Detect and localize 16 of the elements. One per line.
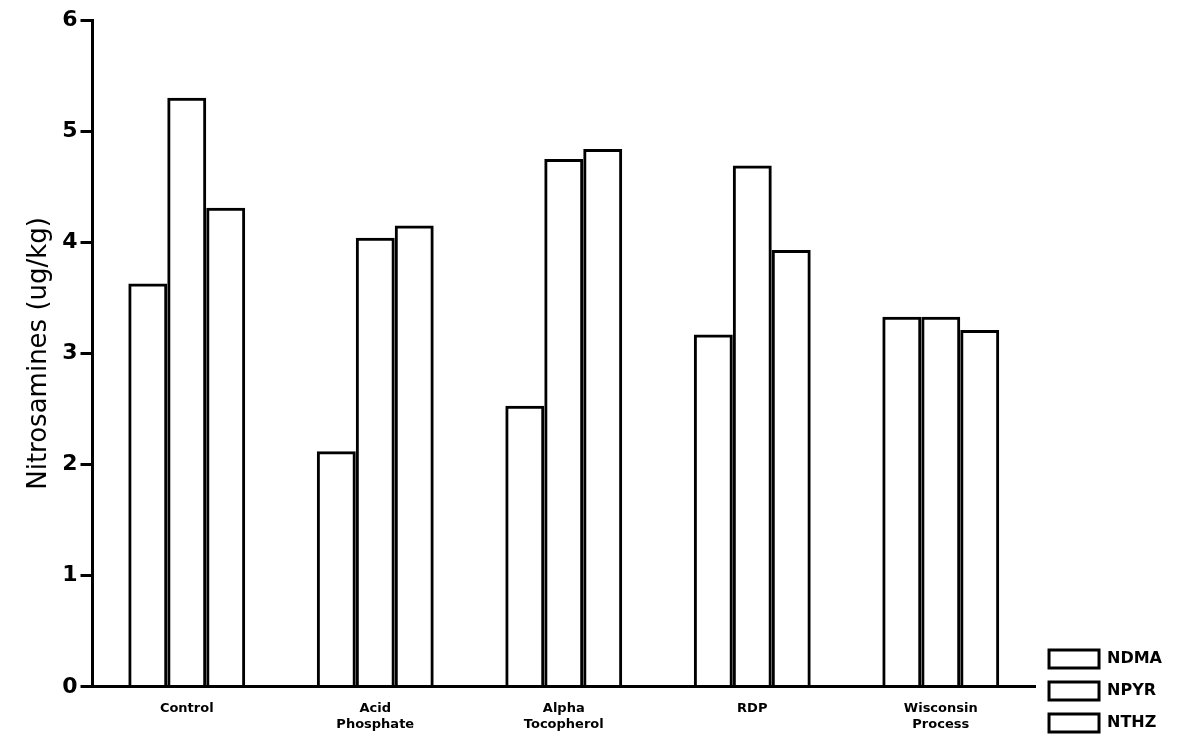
x-tick-label: Control — [159, 699, 214, 715]
y-tick-label: 0 — [62, 672, 78, 698]
x-tick-label: Acid Phosphate — [336, 699, 415, 731]
y-tick-label: 1 — [62, 561, 78, 587]
x-tick-label: RDP — [737, 699, 768, 715]
legend-label: NTHZ — [1107, 712, 1157, 732]
y-tick-label: 6 — [62, 5, 78, 31]
y-tick-label: 3 — [62, 339, 78, 365]
y-tick-label: 2 — [62, 450, 78, 476]
x-tick-label: Wisconsin Process — [903, 699, 978, 731]
x-tick-label: Alpha Tocopherol — [523, 699, 604, 731]
y-tick-label: 5 — [62, 116, 78, 142]
y-tick-label: 4 — [62, 227, 78, 253]
legend-label: NDMA — [1107, 648, 1163, 668]
y-axis-title: Nitrosamines (ug/kg) — [22, 217, 53, 490]
legend-label: NPYR — [1107, 680, 1157, 700]
